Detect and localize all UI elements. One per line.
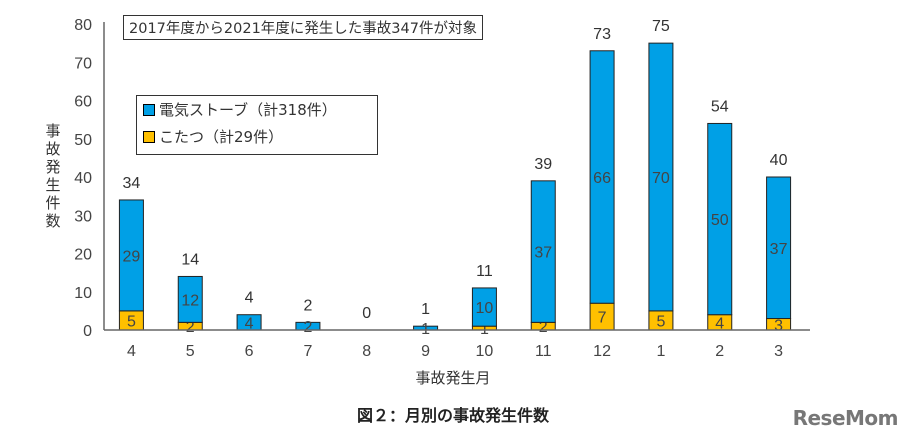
x-tick-label: 8 — [362, 343, 371, 360]
y-tick-label: 40 — [74, 170, 92, 187]
bar-stove — [118, 199, 144, 312]
bar-stove — [648, 42, 674, 312]
bar-value-label: 2 — [539, 319, 548, 336]
y-tick-label: 30 — [74, 208, 92, 225]
y-tick-label: 60 — [74, 94, 92, 111]
bar-value-label: 4 — [245, 315, 254, 332]
x-tick-label: 3 — [774, 343, 783, 360]
bar-stove — [766, 176, 792, 320]
y-tick-label: 50 — [74, 132, 92, 149]
bar-stove — [530, 180, 556, 323]
x-tick-label: 4 — [127, 343, 136, 360]
legend-swatch-kotatsu — [143, 130, 155, 143]
y-tick-label: 10 — [74, 285, 92, 302]
total-label: 2 — [303, 297, 312, 314]
total-label: 39 — [534, 156, 552, 173]
legend-label-stove: 電気ストーブ（計318件） — [159, 101, 337, 119]
x-tick-label: 7 — [303, 343, 312, 360]
total-label: 40 — [770, 152, 788, 169]
bar-value-label: 7 — [598, 310, 607, 327]
bar-value-label: 37 — [770, 241, 788, 258]
bar-value-label: 2 — [303, 319, 312, 336]
bar-value-label: 50 — [711, 212, 729, 229]
y-tick-label: 0 — [83, 323, 92, 340]
y-axis-title: 事故発生件数 — [45, 122, 61, 230]
total-label: 14 — [181, 251, 199, 268]
bar-value-label: 12 — [181, 292, 199, 309]
total-label: 73 — [593, 26, 611, 43]
legend-label-kotatsu: こたつ（計29件） — [159, 128, 284, 146]
total-label: 4 — [245, 290, 254, 307]
bar-stove — [707, 122, 733, 316]
x-tick-label: 1 — [656, 343, 665, 360]
legend-item-kotatsu: こたつ（計29件） — [137, 123, 377, 150]
x-tick-label: 10 — [476, 343, 494, 360]
y-tick-label: 20 — [74, 247, 92, 264]
bar-value-label: 4 — [715, 315, 724, 332]
bar-value-label: 2 — [186, 319, 195, 336]
bar-value-label: 37 — [534, 245, 552, 262]
legend: 電気ストーブ（計318件） こたつ（計29件） — [136, 95, 378, 155]
x-tick-label: 11 — [535, 343, 552, 360]
chart-caption: 図２：月別の事故発生件数 — [356, 406, 549, 425]
bar-stove — [589, 50, 615, 304]
bar-value-label: 5 — [127, 313, 136, 330]
x-tick-label: 9 — [421, 343, 430, 360]
total-label: 34 — [123, 175, 141, 192]
bar-stove — [471, 287, 497, 327]
total-label: 54 — [711, 98, 729, 115]
x-tick-label: 2 — [715, 343, 724, 360]
bar-value-label: 3 — [774, 317, 783, 334]
y-tick-label: 80 — [74, 17, 92, 34]
total-label: 75 — [652, 18, 670, 35]
bar-value-label: 29 — [123, 248, 141, 265]
total-label: 1 — [421, 301, 430, 318]
y-tick-label: 70 — [74, 55, 92, 72]
bar-value-label: 66 — [593, 170, 611, 187]
chart-note: 2017年度から2021年度に発生した事故347件が対象 — [123, 15, 483, 40]
x-tick-label: 5 — [186, 343, 195, 360]
legend-swatch-stove — [143, 103, 155, 116]
x-axis-title: 事故発生月 — [415, 369, 491, 387]
bar-value-label: 70 — [652, 170, 670, 187]
bar-value-label: 5 — [656, 313, 665, 330]
resemom-logo: ReseMom — [792, 406, 899, 430]
total-label: 0 — [362, 305, 371, 322]
x-tick-label: 6 — [245, 343, 254, 360]
legend-item-stove: 電気ストーブ（計318件） — [137, 96, 377, 123]
bar-value-label: 10 — [476, 300, 494, 317]
total-label: 11 — [476, 263, 493, 280]
bar-stove — [177, 275, 203, 323]
x-tick-label: 12 — [593, 343, 611, 360]
